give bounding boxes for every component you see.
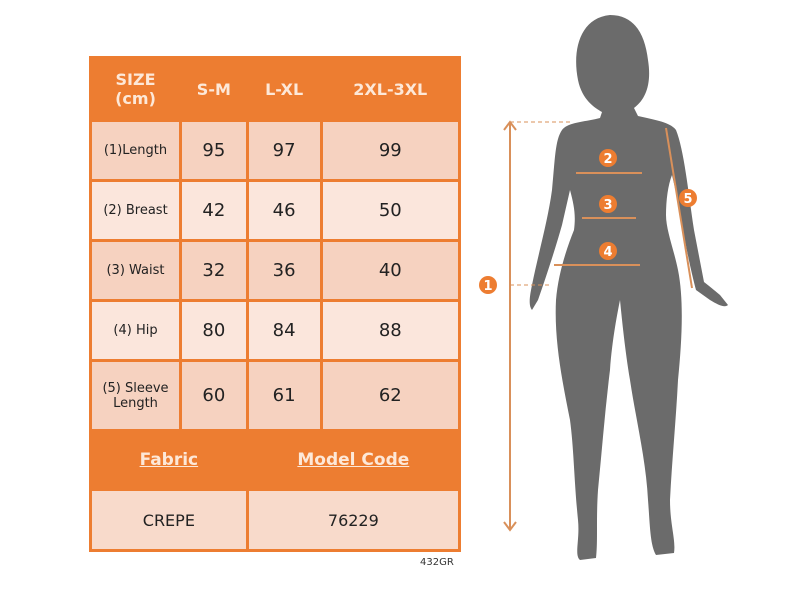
- arrow-icon: [503, 521, 517, 532]
- cell: 40: [319, 239, 462, 302]
- size-header-text: SIZE: [115, 70, 156, 89]
- column-header: S-M: [179, 56, 249, 122]
- cell: 60: [179, 359, 249, 432]
- row-label: (5) Sleeve Length: [89, 359, 182, 432]
- marker-label: 4: [603, 245, 612, 260]
- marker-2: 2: [599, 149, 617, 167]
- marker-label: 1: [483, 279, 492, 294]
- cell: 46: [245, 179, 323, 242]
- column-header: 2XL-3XL: [319, 56, 462, 122]
- product-code: 432GR: [420, 557, 454, 568]
- marker-label: 2: [603, 152, 612, 167]
- marker-label: 3: [603, 198, 612, 213]
- column-header: L-XL: [245, 56, 323, 122]
- row-label: (2) Breast: [89, 179, 182, 242]
- model-code-header: Model Code: [245, 429, 462, 491]
- measurement-lines: [503, 120, 693, 532]
- cell: 36: [245, 239, 323, 302]
- table-row: (5) Sleeve Length 60 61 62: [89, 359, 462, 432]
- table-row: (2) Breast 42 46 50: [89, 179, 462, 242]
- table-row: (1)Length 95 97 99: [89, 119, 462, 182]
- row-label: (4) Hip: [89, 299, 182, 362]
- size-chart-table: SIZE (cm) S-M L-XL 2XL-3XL (1)Length 95 9…: [89, 56, 462, 552]
- row-label: (1)Length: [89, 119, 182, 182]
- cell: 97: [245, 119, 323, 182]
- marker-1: 1: [479, 276, 497, 294]
- footer-value-row: CREPE 76229: [89, 488, 462, 552]
- marker-label: 5: [683, 192, 692, 207]
- footer-header-row: Fabric Model Code: [89, 429, 462, 491]
- fabric-header: Fabric: [89, 429, 249, 491]
- body-measurement-figure: 1 2 3 4 5: [479, 15, 728, 560]
- cell: 80: [179, 299, 249, 362]
- table-row: (3) Waist 32 36 40: [89, 239, 462, 302]
- table-row: (4) Hip 80 84 88: [89, 299, 462, 362]
- cell: 99: [319, 119, 462, 182]
- cell: 84: [245, 299, 323, 362]
- model-code-value: 76229: [245, 488, 462, 552]
- sleeve-line: [665, 127, 693, 289]
- marker-4: 4: [599, 242, 617, 260]
- marker-5: 5: [679, 189, 697, 207]
- fabric-value: CREPE: [89, 488, 249, 552]
- cell: 42: [179, 179, 249, 242]
- cell: 62: [319, 359, 462, 432]
- cell: 88: [319, 299, 462, 362]
- row-label-line: (5) Sleeve: [102, 380, 169, 396]
- row-label: (3) Waist: [89, 239, 182, 302]
- woman-silhouette: [529, 15, 728, 560]
- cell: 32: [179, 239, 249, 302]
- unit-header-text: (cm): [115, 89, 156, 108]
- size-unit-header: SIZE (cm): [89, 56, 182, 122]
- row-label-line: Length: [113, 395, 158, 411]
- cell: 95: [179, 119, 249, 182]
- cell: 50: [319, 179, 462, 242]
- marker-3: 3: [599, 195, 617, 213]
- cell: 61: [245, 359, 323, 432]
- table-header-row: SIZE (cm) S-M L-XL 2XL-3XL: [89, 56, 462, 122]
